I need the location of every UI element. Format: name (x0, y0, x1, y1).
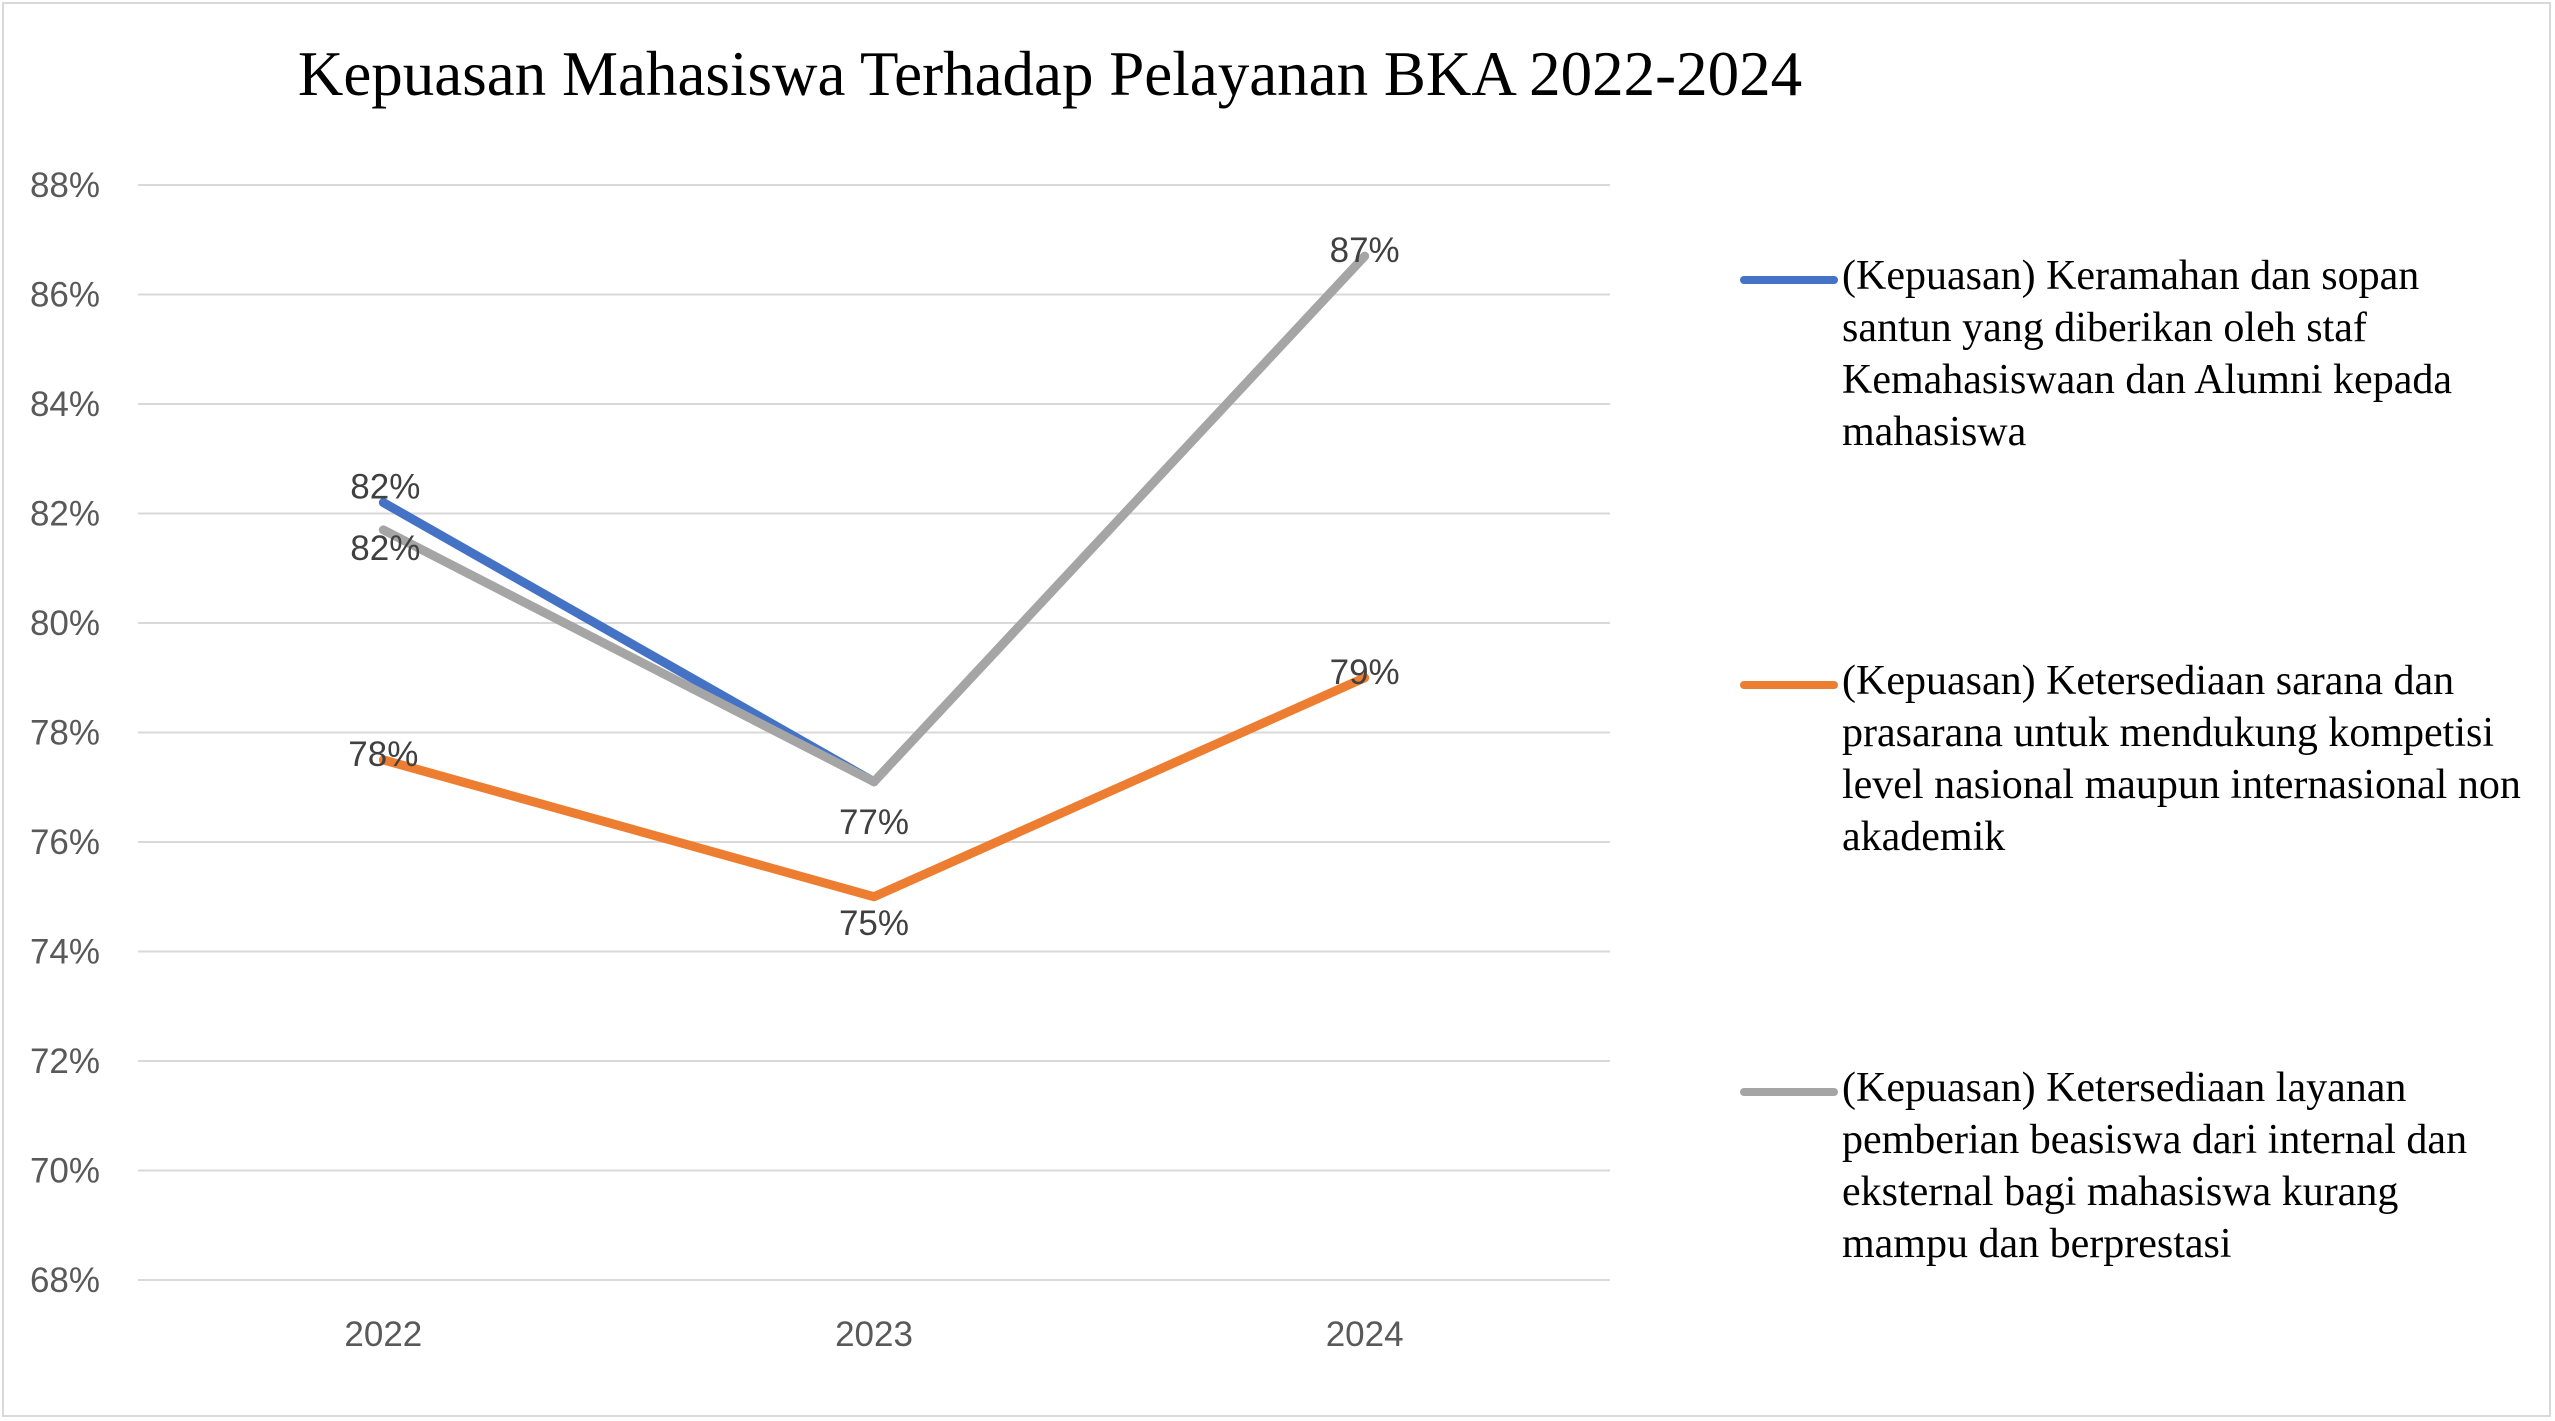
y-tick-label: 76% (30, 823, 100, 862)
y-tick-label: 78% (30, 714, 100, 753)
legend-swatch (1740, 276, 1838, 284)
legend-swatch (1740, 681, 1838, 689)
series-line-3 (378, 251, 1370, 787)
data-label: 82% (350, 468, 420, 507)
y-tick-label: 70% (30, 1152, 100, 1191)
y-tick-label: 84% (30, 385, 100, 424)
data-label: 79% (1330, 653, 1400, 692)
y-tick-label: 68% (30, 1261, 100, 1300)
y-tick-label: 88% (30, 166, 100, 205)
legend-label: (Kepuasan) Ketersediaan sarana dan prasa… (1842, 658, 2521, 860)
data-label: 75% (839, 904, 909, 943)
data-label: 77% (839, 803, 909, 842)
y-tick-label: 82% (30, 495, 100, 534)
chart-title: Kepuasan Mahasiswa Terhadap Pelayanan BK… (297, 39, 1803, 109)
x-tick-label: 2022 (344, 1315, 422, 1354)
legend-label: (Kepuasan) Ketersediaan layanan pemberia… (1842, 1065, 2468, 1267)
y-tick-label: 74% (30, 933, 100, 972)
data-label: 87% (1330, 231, 1400, 270)
y-tick-label: 80% (30, 604, 100, 643)
legend-label: (Kepuasan) Keramahan dan sopan santun ya… (1842, 253, 2452, 455)
y-tick-label: 86% (30, 276, 100, 315)
data-label: 82% (350, 529, 420, 568)
x-tick-label: 2023 (835, 1315, 913, 1354)
x-tick-label: 2024 (1326, 1315, 1404, 1354)
legend-swatch (1740, 1088, 1838, 1096)
series-line-2 (378, 673, 1370, 902)
y-tick-label: 72% (30, 1042, 100, 1081)
data-label: 78% (348, 735, 418, 774)
